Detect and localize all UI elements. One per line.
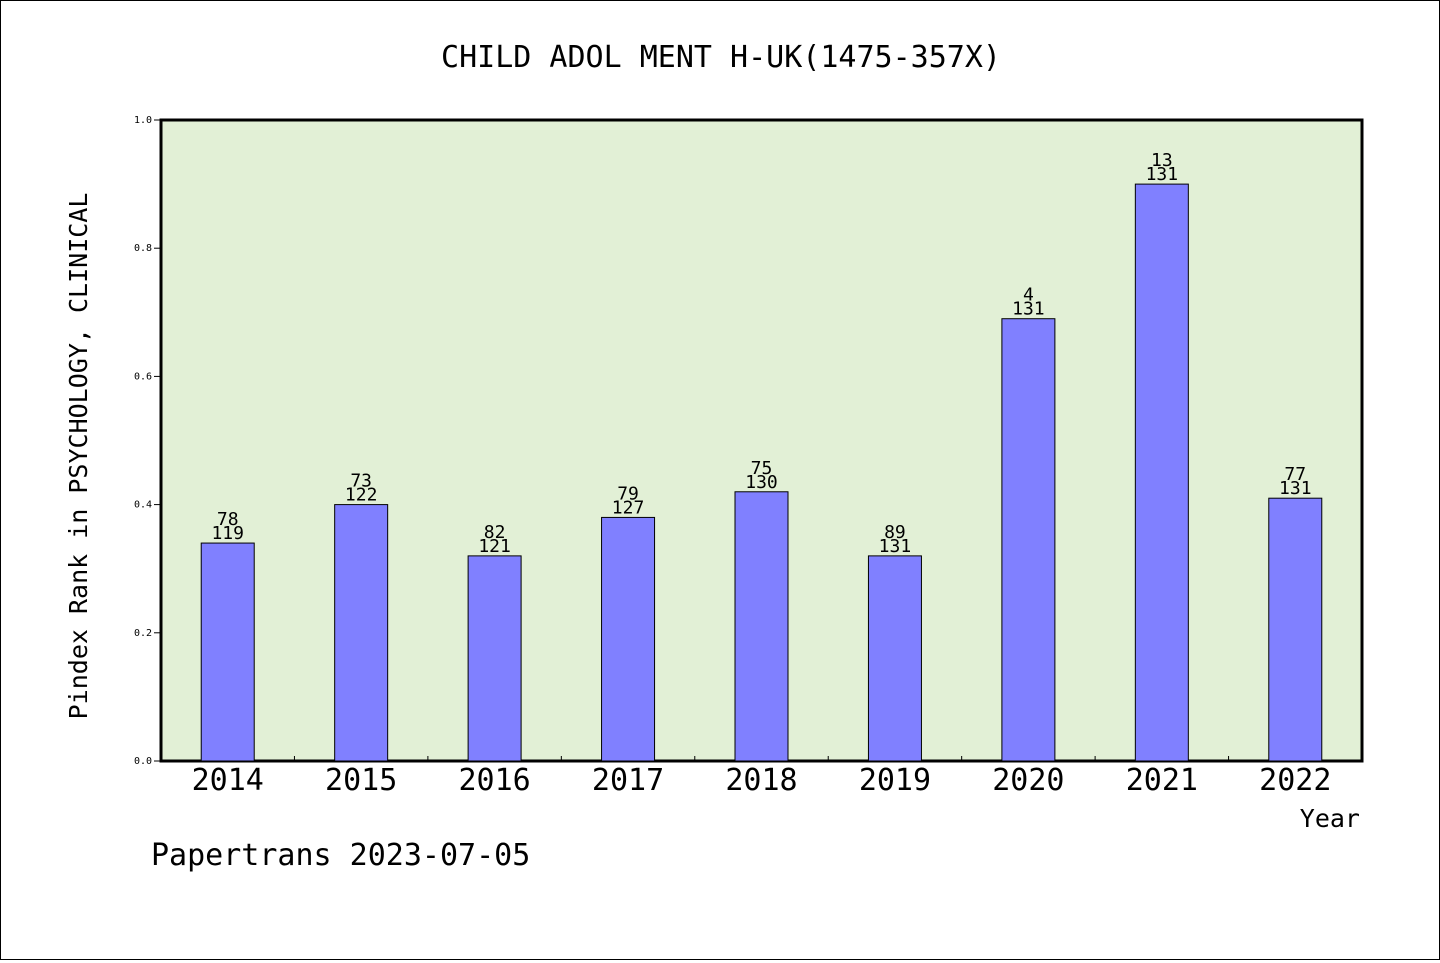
x-tick-label: 2018 (725, 763, 797, 798)
footer-credit: Papertrans 2023-07-05 (151, 838, 530, 873)
bar-rank-label: 82 (484, 522, 506, 543)
bar-rank-label: 79 (617, 483, 639, 504)
bar-total-label: 121 (478, 536, 511, 557)
bar-rank-label: 13 (1151, 150, 1173, 171)
bar (601, 516, 656, 762)
x-tick-label: 2015 (325, 763, 397, 798)
y-tick-label: 0.4 (134, 500, 152, 511)
y-tick-label: 0.2 (134, 628, 152, 639)
bar-total-label: 131 (879, 536, 912, 557)
bar-rank-label: 89 (884, 522, 906, 543)
x-axis-label: Year (1300, 804, 1360, 833)
bar-total-label: 122 (345, 485, 378, 506)
bar (1001, 318, 1056, 762)
chart-title: CHILD ADOL MENT H-UK(1475-357X) (441, 40, 1001, 75)
bar-total-label: 119 (211, 523, 244, 544)
x-tick-label: 2019 (859, 763, 931, 798)
bar-rank-label: 73 (350, 471, 372, 492)
bar (334, 504, 389, 762)
y-tick-label: 0.8 (134, 243, 152, 254)
bar-total-label: 127 (612, 497, 645, 518)
bar-total-label: 130 (745, 472, 778, 493)
bar-rank-label: 75 (751, 458, 773, 479)
x-tick-label: 2014 (192, 763, 264, 798)
x-tick-label: 2022 (1259, 763, 1331, 798)
bar (1268, 497, 1323, 762)
bar (734, 491, 789, 762)
bar-rank-label: 78 (217, 509, 239, 530)
bar-rank-label: 77 (1284, 464, 1306, 485)
y-tick-label: 1.0 (134, 115, 152, 126)
x-tick-label: 2020 (992, 763, 1064, 798)
x-tick-label: 2016 (458, 763, 530, 798)
x-axis: 2014 2015 2016 2017 2018 2019 2020 2021 2022 (192, 756, 1331, 798)
bar (867, 555, 922, 762)
bar-total-label: 131 (1279, 478, 1312, 499)
bar (467, 555, 522, 762)
y-axis: 0.0 0.2 0.4 0.6 0.8 1.0 (134, 115, 161, 767)
bar (200, 542, 255, 762)
y-axis-label: Pindex Rank in PSYCHOLOGY, CLINICAL (64, 193, 93, 720)
bar-rank-label: 4 (1023, 285, 1034, 306)
bar (1134, 183, 1189, 762)
x-tick-label: 2021 (1126, 763, 1198, 798)
y-tick-label: 0.6 (134, 371, 152, 382)
x-tick-label: 2017 (592, 763, 664, 798)
bar-total-label: 131 (1146, 164, 1179, 185)
bar-total-label: 131 (1012, 299, 1045, 320)
bars: 7811973122821217912775130891314131131317… (200, 150, 1323, 762)
y-tick-label: 0.0 (134, 756, 152, 767)
